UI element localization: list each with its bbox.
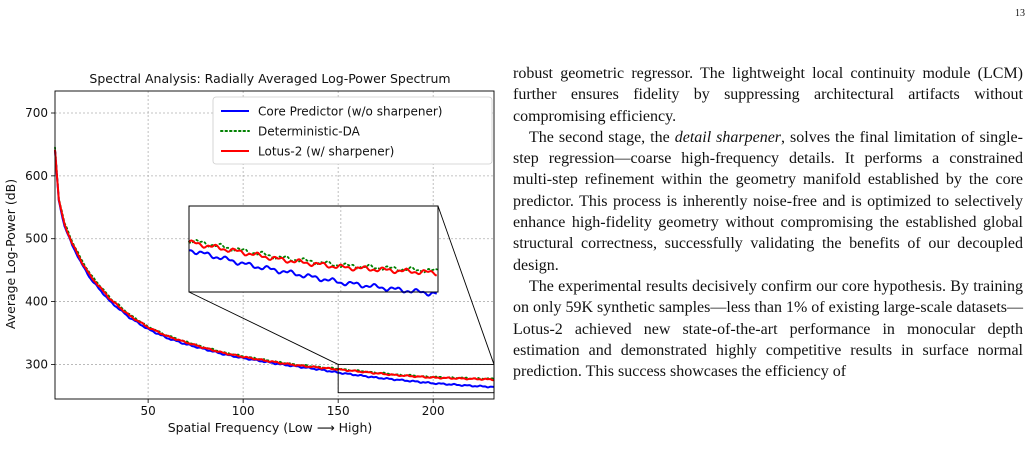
legend-label-1: Deterministic-DA (258, 125, 361, 139)
zoom-connector-right (437, 205, 495, 365)
y-tick-label: 600 (25, 169, 48, 183)
legend-label-2: Lotus-2 (w/ sharpener) (258, 145, 394, 159)
legend-label-0: Core Predictor (w/o sharpener) (258, 105, 442, 119)
detail-sharpener-term: detail sharpener (674, 128, 782, 146)
x-tick-label: 150 (327, 404, 350, 418)
zoom-source-box (337, 363, 495, 394)
series-line-2 (188, 239, 437, 277)
chart-legend: Core Predictor (w/o sharpener) Determinis… (212, 96, 493, 165)
zoom-inset (188, 205, 439, 297)
plot-area: 50 100 150 200 300 400 500 600 700 (25, 90, 495, 418)
y-tick-label: 400 (25, 295, 48, 309)
paragraph-2-body: , solves the final limitation of single-… (513, 128, 1023, 274)
page-number: 13 (1015, 8, 1025, 19)
series-line-2 (54, 149, 495, 382)
plot-frame (54, 90, 495, 400)
body-text-column: robust geometric regressor. The lightwei… (513, 63, 1023, 382)
paragraph-2: The second stage, the detail sharpener, … (513, 127, 1023, 276)
inset-frame (188, 205, 439, 293)
series-line-0 (188, 249, 437, 297)
paragraph-1: robust geometric regressor. The lightwei… (513, 65, 1023, 125)
inset-border (188, 205, 439, 293)
paragraph-2-lead: The second stage, the (529, 128, 675, 146)
spectral-analysis-figure: Spectral Analysis: Radially Averaged Log… (3, 71, 495, 435)
y-tick-label: 500 (25, 232, 48, 246)
x-axis-label: Spatial Frequency (Low ⟶ High) (168, 420, 373, 435)
chart-title: Spectral Analysis: Radially Averaged Log… (89, 71, 450, 86)
x-tick-label: 100 (232, 404, 255, 418)
x-tick-label: 50 (140, 404, 155, 418)
y-tick-label: 700 (25, 106, 48, 120)
legend-box (212, 96, 493, 165)
y-axis-label: Average Log-Power (dB) (3, 179, 18, 329)
series-line-0 (54, 150, 495, 389)
y-tick-label: 300 (25, 357, 48, 371)
zoom-connector-left (188, 291, 339, 365)
paragraph-3: The experimental results decisively conf… (513, 277, 1023, 381)
x-tick-label: 200 (422, 404, 445, 418)
